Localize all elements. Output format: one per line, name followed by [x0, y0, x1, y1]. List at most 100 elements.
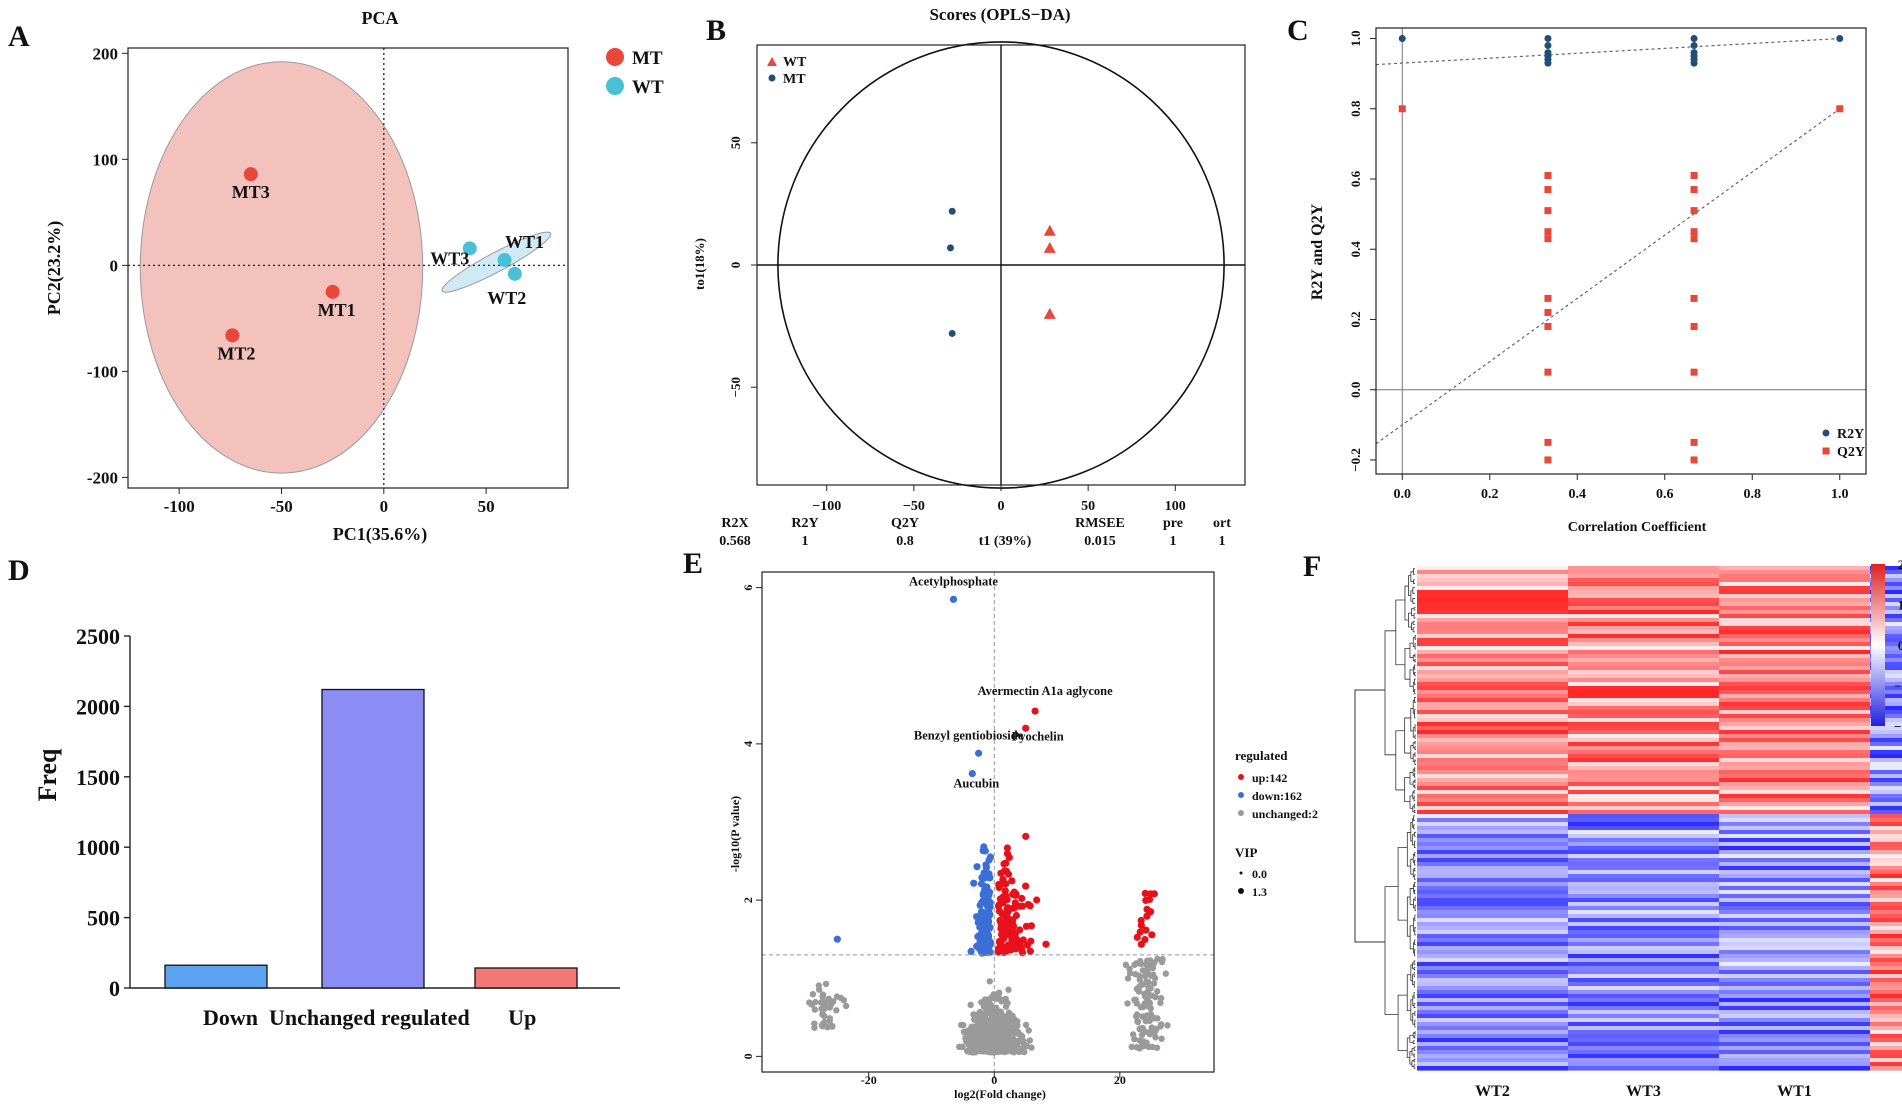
dendrogram-branch	[1413, 815, 1415, 821]
panel-letter-e: E	[683, 547, 703, 580]
heatmap-cell	[1870, 726, 1902, 731]
heatmap-cell	[1870, 582, 1902, 587]
heatmap-cell	[1719, 650, 1871, 655]
permutation-point-r2y-3	[1544, 42, 1552, 50]
dendrogram-branch	[1414, 734, 1416, 739]
heatmap-cell	[1870, 946, 1902, 951]
heatmap-cell	[1417, 702, 1569, 707]
heatmap-cell	[1719, 974, 1871, 979]
heatmap-cell	[1568, 1006, 1720, 1011]
permutation-point-q2y-17	[1690, 235, 1698, 243]
heatmap-cell	[1870, 698, 1902, 703]
heatmap-cell	[1417, 594, 1569, 599]
dendrogram-branch	[1410, 821, 1413, 842]
heatmap-cell	[1568, 642, 1720, 647]
heatmap-cell	[1417, 946, 1569, 951]
heatmap-cell	[1870, 842, 1902, 847]
volcano-point-unchanged	[1147, 1005, 1154, 1012]
stat-value-rmsee: 0.015	[1084, 534, 1116, 549]
volcano-point-unchanged	[983, 1007, 990, 1015]
heatmap-cell	[1870, 1010, 1902, 1015]
heatmap-cell	[1719, 570, 1871, 575]
dendrogram-branch	[1414, 831, 1416, 837]
volcano-point-aucubin	[968, 769, 976, 778]
permutation-point-r2y-14	[1836, 35, 1844, 43]
heatmap-cell	[1417, 658, 1569, 663]
dendrogram-branch	[1414, 859, 1416, 866]
dendrogram-branch	[1414, 746, 1416, 751]
dendrogram-branch	[1384, 630, 1396, 756]
permutation-point-q2y-2	[1544, 171, 1552, 179]
heatmap-cell	[1568, 794, 1720, 799]
pca-point-mt3	[243, 167, 258, 182]
volcano-point-unchanged	[1007, 1037, 1015, 1045]
volcano-point-unchanged	[1136, 1045, 1143, 1052]
dendrogram-branch	[1412, 666, 1415, 675]
bar-y-label: Freq	[33, 748, 62, 801]
heatmap-cell	[1719, 614, 1871, 619]
heatmap-cells	[1417, 566, 1902, 1071]
permutation-x-tick-label: 1.0	[1831, 487, 1849, 502]
dendrogram-branch	[1414, 1010, 1416, 1016]
heatmap-cell	[1417, 650, 1569, 655]
panel-a: A PCA MT3 MT1 MT2 WT1 WT3 WT2 200 100 0 -100 -200…	[8, 8, 664, 545]
dendrogram-branch	[1412, 598, 1415, 604]
heatmap-cell	[1417, 950, 1569, 955]
heatmap-scale-label: 1	[1898, 598, 1902, 613]
volcano-point-unchanged	[981, 996, 989, 1003]
trend-line-r2y	[1375, 37, 1840, 66]
heatmap-cell	[1870, 610, 1902, 615]
heatmap-cell	[1719, 1018, 1871, 1023]
heatmap-cell	[1417, 678, 1569, 683]
volcano-point-unchanged	[960, 1028, 968, 1036]
heatmap-cell	[1417, 770, 1569, 775]
dendrogram-branch	[1413, 804, 1416, 809]
heatmap-cell	[1870, 958, 1902, 963]
volcano-point-unchanged	[981, 1013, 989, 1020]
heatmap-row-dendrogram	[1354, 568, 1416, 1069]
heatmap-cell	[1870, 786, 1902, 791]
panel-letter-d: D	[8, 554, 30, 587]
heatmap-cell	[1719, 958, 1871, 963]
heatmap-cell	[1719, 966, 1871, 971]
heatmap-column-label-wt2: WT2	[1475, 1083, 1510, 1100]
heatmap-cell	[1568, 730, 1720, 735]
bar-up	[474, 967, 578, 989]
heatmap-cell	[1719, 842, 1871, 847]
heatmap-cell	[1417, 870, 1569, 875]
permutation-x-tick-label: 0.4	[1569, 487, 1587, 502]
heatmap-cell	[1719, 890, 1871, 895]
heatmap-cell	[1568, 922, 1720, 927]
dendrogram-branch	[1413, 809, 1416, 814]
heatmap-cell	[1870, 666, 1902, 671]
heatmap-cell	[1417, 726, 1569, 731]
heatmap-cell	[1568, 1042, 1720, 1047]
dendrogram-branch	[1413, 579, 1415, 584]
permutation-point-r2y-9	[1690, 42, 1698, 50]
volcano-point-unchanged	[999, 1038, 1007, 1045]
pca-point-wt1	[497, 253, 512, 268]
heatmap-cell	[1417, 730, 1569, 735]
heatmap-cell	[1870, 866, 1902, 871]
heatmap-cell	[1417, 802, 1569, 807]
volcano-point-unchanged	[1136, 976, 1144, 983]
volcano-point-unchanged	[1132, 996, 1139, 1003]
pca-y-tick-label: 100	[93, 150, 119, 169]
heatmap-cell	[1719, 914, 1871, 919]
dendrogram-branch	[1411, 1048, 1415, 1056]
heatmap-cell	[1719, 770, 1871, 775]
heatmap-cell	[1417, 750, 1569, 755]
heatmap-cell	[1417, 782, 1569, 787]
volcano-point-up	[1000, 860, 1008, 868]
heatmap-cell	[1719, 894, 1871, 899]
dendrogram-branch	[1414, 949, 1416, 957]
bar-y-tick-label: 0	[109, 976, 120, 1001]
volcano-point-up	[1136, 928, 1144, 936]
volcano-point-unchanged	[1126, 965, 1133, 973]
volcano-y-tick-label: 4	[741, 741, 755, 747]
volcano-point-unchanged	[1142, 990, 1150, 998]
heatmap-cell	[1719, 898, 1871, 903]
permutation-y-axis: 1.0 0.8 0.6 0.4 0.2 0.0 −0.2	[1348, 30, 1376, 472]
stat-name-pre: pre	[1163, 516, 1183, 531]
heatmap-cell	[1870, 930, 1902, 935]
